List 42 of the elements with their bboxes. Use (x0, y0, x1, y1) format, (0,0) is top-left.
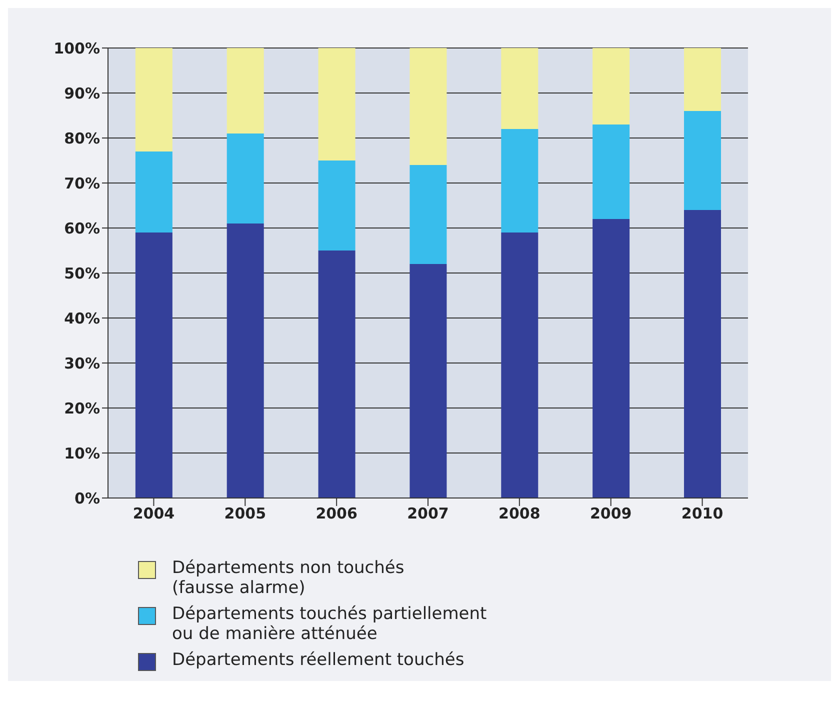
bar (684, 111, 721, 210)
y-tick-label: 90% (64, 84, 100, 102)
x-tick-label: 2007 (407, 504, 449, 523)
legend-label: Départements non touchés (fausse alarme) (172, 558, 406, 598)
bar (226, 134, 264, 224)
x-tick-label: 2006 (316, 504, 358, 523)
y-tick-label: 80% (64, 129, 100, 148)
bar (410, 165, 447, 264)
bar (501, 232, 538, 498)
x-tick-label: 2008 (498, 504, 540, 523)
bar (318, 250, 356, 498)
bar (135, 48, 172, 152)
x-tick-label: 2009 (590, 504, 632, 523)
bar (410, 264, 447, 498)
y-tick-label: 40% (64, 309, 100, 328)
bar (501, 129, 538, 232)
bar (318, 48, 356, 160)
bar (684, 210, 721, 498)
bar (410, 48, 447, 165)
legend-label: Départements touchés partiellement ou de manière atténuée (172, 604, 488, 644)
bar (592, 219, 630, 498)
x-tick-label: 2010 (681, 504, 724, 523)
bar (135, 152, 172, 232)
y-tick-label: 20% (64, 399, 100, 418)
x-tick-label: 2005 (224, 504, 266, 523)
bar (318, 160, 356, 250)
bar (592, 124, 630, 219)
legend-label: Départements réellement touchés (172, 650, 466, 670)
bar (501, 48, 538, 129)
y-tick-label: 10% (64, 444, 100, 462)
y-tick-label: 60% (64, 219, 100, 238)
bar (592, 48, 630, 124)
y-tick-label: 0% (74, 489, 100, 508)
y-tick-label: 30% (64, 354, 100, 372)
x-tick-label: 2004 (132, 504, 175, 523)
bar (226, 48, 264, 134)
bar (226, 224, 264, 498)
bar (684, 48, 721, 111)
bar (135, 232, 172, 498)
y-tick-label: 50% (64, 264, 100, 282)
y-tick-label: 70% (64, 174, 100, 192)
y-tick-label: 100% (54, 39, 100, 58)
